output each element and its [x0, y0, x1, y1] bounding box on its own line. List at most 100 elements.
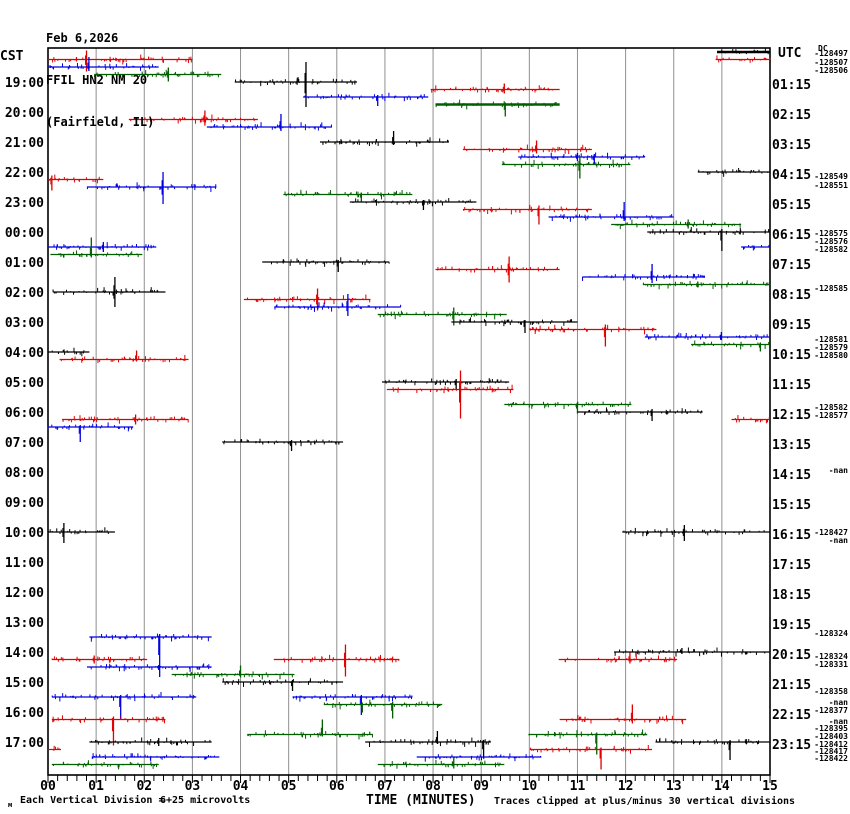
cst-label-2300: 23:00 [4, 196, 44, 211]
x-tick-05: 05 [280, 779, 297, 794]
x-tick-12: 12 [617, 779, 634, 794]
cst-label-1200: 12:00 [4, 586, 44, 601]
cst-label-2200: 22:00 [4, 166, 44, 181]
utc-label-1315: 13:15 [772, 438, 812, 453]
dc-offset-value: -128506 [814, 66, 848, 75]
footer-mark: м [8, 801, 13, 809]
dc-header: DC [818, 44, 828, 53]
dc-offset-value: -128497 [814, 49, 848, 58]
cst-label-2100: 21:00 [4, 136, 44, 151]
dc-offset-value: -128575 [814, 229, 848, 238]
footer-division-label: Each Vertical Division = [20, 795, 165, 806]
utc-label-1515: 15:15 [772, 498, 812, 513]
dc-offset-value: -128582 [814, 403, 848, 412]
utc-label-2115: 21:15 [772, 678, 812, 693]
dc-offset-value: -128417 [814, 747, 848, 756]
cst-label-0300: 03:00 [4, 316, 44, 331]
dc-offset-value: -128581 [814, 335, 848, 344]
dc-offset-value: -128585 [814, 284, 848, 293]
cst-label-1900: 19:00 [4, 76, 44, 91]
dc-offset-value: -128412 [814, 740, 848, 749]
dc-offset-value: -nan [828, 717, 848, 726]
dc-offset-value: -128395 [814, 724, 848, 733]
cst-label-0500: 05:00 [4, 376, 44, 391]
plot-border [47, 47, 771, 776]
plot-header: Feb 6,2026 FFIL HN2 NM 20 (Fairfield, IL… [46, 3, 154, 157]
utc-label-0515: 05:15 [772, 198, 812, 213]
x-tick-11: 11 [569, 779, 586, 794]
x-tick-08: 08 [425, 779, 441, 794]
dc-offset-value: -128377 [814, 706, 848, 715]
dc-offset-value: -nan [828, 466, 848, 475]
header-date: Feb 6,2026 [46, 31, 119, 45]
dc-offset-value: -128324 [814, 652, 848, 661]
footer-clip-note: Traces clipped at plus/minus 30 vertical… [494, 796, 796, 807]
cst-label-2000: 20:00 [4, 106, 44, 121]
utc-label-0215: 02:15 [772, 108, 812, 123]
dc-offset-value: -128576 [814, 237, 848, 246]
x-tick-14: 14 [714, 779, 730, 794]
dc-offset-value: -128507 [814, 58, 848, 67]
utc-label-0615: 06:15 [772, 228, 812, 243]
utc-label-0115: 01:15 [772, 78, 812, 93]
utc-label-1915: 19:15 [772, 618, 812, 633]
utc-label-1115: 11:15 [772, 378, 812, 393]
left-axis-title: CST [0, 49, 24, 64]
dc-offset-value: -128427 [814, 528, 848, 537]
utc-label-1815: 18:15 [772, 588, 812, 603]
cst-label-1400: 14:00 [4, 646, 44, 661]
x-tick-06: 06 [328, 779, 345, 794]
utc-label-2015: 20:15 [772, 648, 812, 663]
dc-offset-value: -128403 [814, 732, 848, 741]
cst-label-0600: 06:00 [4, 406, 44, 421]
utc-label-0915: 09:15 [772, 318, 812, 333]
cst-label-1600: 16:00 [4, 706, 44, 721]
cst-label-1100: 11:00 [4, 556, 44, 571]
cst-label-0100: 01:00 [4, 256, 44, 271]
dc-offset-value: -128324 [814, 629, 848, 638]
x-tick-10: 10 [521, 779, 538, 794]
dc-offset-value: -128551 [814, 181, 848, 190]
utc-label-1715: 17:15 [772, 558, 812, 573]
x-tick-09: 09 [473, 779, 490, 794]
cst-label-0800: 08:00 [4, 466, 44, 481]
dc-offset-value: -128358 [814, 687, 848, 696]
utc-label-2315: 23:15 [772, 738, 812, 753]
x-tick-07: 07 [377, 779, 393, 794]
utc-label-1215: 12:15 [772, 408, 812, 423]
x-axis-label: TIME (MINUTES) [366, 793, 476, 808]
x-tick-03: 03 [184, 779, 201, 794]
cst-label-1700: 17:00 [4, 736, 44, 751]
x-tick-00: 00 [40, 779, 56, 794]
utc-label-0315: 03:15 [772, 138, 812, 153]
cst-label-0200: 02:00 [4, 286, 44, 301]
x-tick-15: 15 [762, 779, 778, 794]
header-location: (Fairfield, IL) [46, 115, 155, 129]
utc-label-0815: 08:15 [772, 288, 812, 303]
dc-offset-value: -nan [828, 698, 848, 707]
cst-label-0700: 07:00 [4, 436, 44, 451]
cst-label-1000: 10:00 [4, 526, 44, 541]
cst-label-0900: 09:00 [4, 496, 44, 511]
dc-offset-value: -128582 [814, 245, 848, 254]
dc-offset-value: -128580 [814, 351, 848, 360]
utc-label-2215: 22:15 [772, 708, 812, 723]
cst-label-1500: 15:00 [4, 676, 44, 691]
x-tick-13: 13 [665, 779, 682, 794]
cst-label-1300: 13:00 [4, 616, 44, 631]
dc-offset-value: -nan [828, 536, 848, 545]
utc-label-0415: 04:15 [772, 168, 812, 183]
dc-offset-value: -128549 [814, 172, 848, 181]
dc-offset-value: -128422 [814, 754, 848, 763]
header-station: FFIL HN2 NM 20 [46, 73, 148, 87]
dc-offset-value: -128579 [814, 343, 848, 352]
x-tick-01: 01 [88, 779, 104, 794]
right-axis-title: UTC [778, 46, 802, 61]
utc-label-1415: 14:15 [772, 468, 812, 483]
x-tick-04: 04 [232, 779, 249, 794]
cst-label-0400: 04:00 [4, 346, 44, 361]
footer-division-value: 6+25 microvolts [160, 795, 251, 806]
utc-label-1015: 10:15 [772, 348, 812, 363]
